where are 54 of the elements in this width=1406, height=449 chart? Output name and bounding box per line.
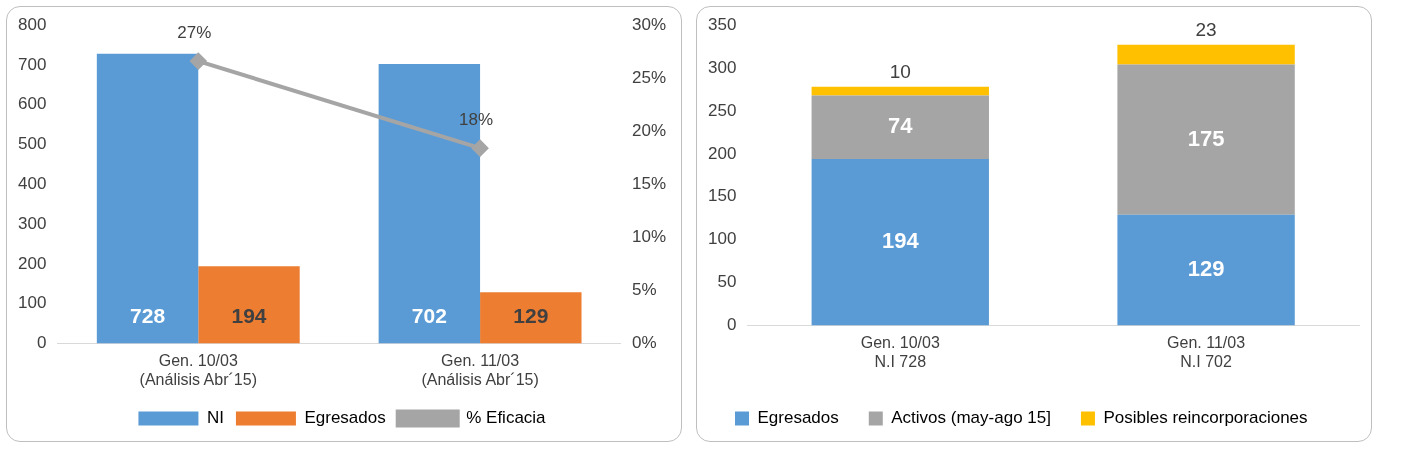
data-label: 194 bbox=[231, 304, 267, 328]
y-tick-label: 100 bbox=[707, 229, 737, 249]
legend-label: NI bbox=[206, 408, 224, 428]
legend-label: Egresados bbox=[757, 408, 839, 428]
y-tick-label: 350 bbox=[707, 14, 737, 34]
data-label: 702 bbox=[411, 304, 447, 328]
y2-tick-label: 30% bbox=[631, 14, 667, 34]
legend-label: % Eficacia bbox=[466, 408, 547, 428]
bar bbox=[198, 266, 300, 344]
y-tick-label: 600 bbox=[17, 94, 47, 114]
y2-tick-label: 20% bbox=[631, 120, 667, 140]
bar bbox=[811, 95, 989, 159]
data-label: 10 bbox=[889, 61, 911, 83]
bar bbox=[480, 292, 582, 344]
x-tick-label: Gen. 11/03 N.I 702 bbox=[1167, 333, 1246, 370]
y-tick-label: 300 bbox=[707, 57, 737, 77]
legend-label: Activos (may-ago 15] bbox=[891, 408, 1051, 428]
bar bbox=[1117, 44, 1295, 65]
x-tick-label: Gen. 10/03 N.I 728 bbox=[860, 333, 940, 370]
data-label: 194 bbox=[881, 228, 920, 254]
y2-tick-label: 5% bbox=[631, 280, 657, 300]
data-label: 175 bbox=[1187, 125, 1225, 151]
y-tick-label: 150 bbox=[707, 186, 737, 206]
y-tick-label: 100 bbox=[17, 293, 47, 313]
data-label: 23 bbox=[1195, 18, 1217, 40]
data-label: 129 bbox=[1187, 256, 1225, 282]
y-tick-label: 0 bbox=[726, 315, 737, 335]
y-tick-label: 200 bbox=[17, 253, 47, 273]
x-tick-label: Gen. 10/03 (Análisis Abr´15) bbox=[139, 351, 257, 388]
x-tick-label: Gen. 11/03 (Análisis Abr´15) bbox=[421, 351, 539, 388]
data-label: 129 bbox=[513, 304, 549, 328]
y2-tick-label: 15% bbox=[631, 173, 667, 193]
y-tick-label: 0 bbox=[36, 333, 47, 353]
y2-tick-label: 25% bbox=[631, 67, 667, 87]
y-tick-label: 250 bbox=[707, 100, 737, 120]
bar bbox=[811, 158, 989, 326]
y-tick-label: 800 bbox=[17, 14, 47, 34]
data-label: 728 bbox=[130, 304, 166, 328]
data-label: 27% bbox=[177, 22, 212, 42]
y-tick-label: 50 bbox=[717, 272, 737, 292]
legend-label: Egresados bbox=[304, 408, 386, 428]
legend-label: Posibles reincorporaciones bbox=[1103, 408, 1308, 428]
bar bbox=[1117, 64, 1295, 215]
bar bbox=[96, 53, 199, 344]
y-tick-label: 300 bbox=[17, 213, 47, 233]
y-tick-label: 200 bbox=[707, 143, 737, 163]
bar bbox=[1117, 214, 1295, 326]
y-tick-label: 500 bbox=[17, 134, 47, 154]
data-label: 74 bbox=[888, 113, 914, 139]
bar bbox=[811, 86, 989, 96]
y-tick-label: 700 bbox=[17, 54, 47, 74]
y2-tick-label: 0% bbox=[631, 333, 657, 353]
y-tick-label: 400 bbox=[17, 173, 47, 193]
y2-tick-label: 10% bbox=[631, 227, 667, 247]
